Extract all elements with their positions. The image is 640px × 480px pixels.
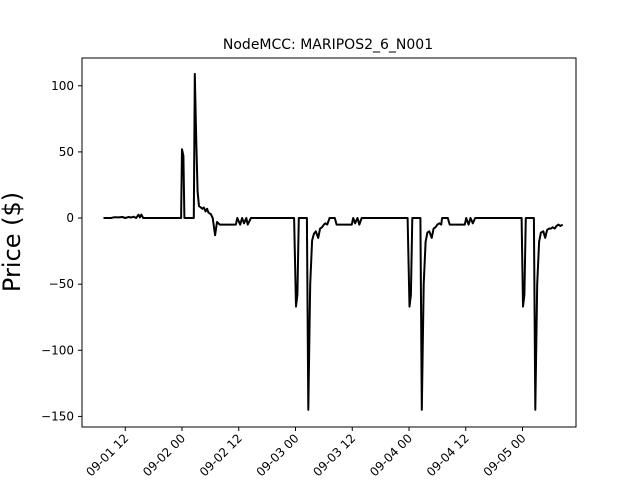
chart-title: NodeMCC: MARIPOS2_6_N001 <box>223 37 433 53</box>
x-tick-label: 09-03 12 <box>310 431 358 479</box>
series-line <box>103 72 564 411</box>
y-tick-label: 100 <box>51 79 74 93</box>
y-tick-label: 50 <box>59 145 74 159</box>
y-tick-label: 0 <box>66 211 74 225</box>
plot-area <box>81 57 577 428</box>
x-tick-label: 09-01 12 <box>83 431 131 479</box>
x-tick-label: 09-05 00 <box>481 431 529 479</box>
x-tick-label: 09-04 00 <box>367 431 415 479</box>
y-tick-label: −100 <box>41 343 74 357</box>
y-tick-label: −150 <box>41 409 74 423</box>
x-tick-label: 09-04 12 <box>424 431 472 479</box>
y-tick-label: −50 <box>49 277 74 291</box>
x-tick-label: 09-02 12 <box>197 431 245 479</box>
x-tick-label: 09-03 00 <box>254 431 302 479</box>
x-tick-label: 09-02 00 <box>140 431 188 479</box>
plot-frame <box>81 57 577 428</box>
y-axis-label: Price ($) <box>0 192 26 292</box>
x-axis: 09-01 12 09-02 00 09-02 12 09-03 00 09-03 12… <box>83 427 529 479</box>
y-axis: 100 50 0 −50 −100 −150 <box>41 79 82 423</box>
